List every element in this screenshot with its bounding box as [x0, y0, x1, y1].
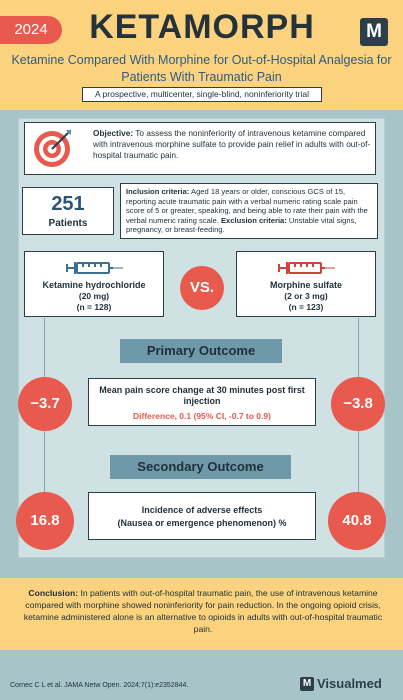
subtitle: Ketamine Compared With Morphine for Out-… [11, 53, 392, 84]
secondary-outcome-line1: Incidence of adverse effects [141, 505, 263, 515]
page-title: KETAMORPH [89, 8, 315, 46]
trial-type-label: A prospective, multicenter, single-blind… [82, 87, 322, 102]
secondary-outcome-label: Secondary Outcome [110, 455, 291, 479]
primary-outcome-description: Mean pain score change at 30 minutes pos… [99, 385, 305, 406]
objective-body: To assess the noninferiority of intraven… [93, 128, 371, 160]
ketamine-dose: (20 mg) [78, 291, 110, 301]
ketamine-secondary-score: 16.8 [16, 492, 74, 550]
ketamine-primary-score: −3.7 [18, 377, 72, 431]
footer: Cornec C L et al. JAMA Netw Open. 2024;7… [0, 650, 403, 700]
primary-outcome-box: Mean pain score change at 30 minutes pos… [88, 378, 316, 426]
secondary-outcome-line2: (Nausea or emergence phenomenon) % [117, 518, 287, 528]
inclusion-text: Aged 18 years or older, conscious GCS of… [126, 187, 368, 225]
conclusion-label: Conclusion: [28, 588, 79, 598]
target-icon [34, 130, 71, 167]
conclusion-box: Conclusion: In patients with out-of-hosp… [0, 578, 403, 650]
primary-difference: Difference, 0.1 (95% CI, -0.7 to 0.9) [133, 411, 271, 421]
objective-text: Objective: To assess the noninferiority … [93, 128, 371, 161]
morphine-primary-score: −3.8 [331, 377, 385, 431]
criteria-text: Inclusion criteria: Aged 18 years or old… [126, 187, 374, 235]
conclusion-body: In patients with out-of-hospital traumat… [23, 588, 383, 634]
objective-label: Objective: [93, 128, 134, 138]
primary-outcome-label: Primary Outcome [120, 339, 282, 363]
objective-box: Objective: To assess the noninferiority … [24, 122, 376, 175]
morphine-arm-box: Morphine sulfate (2 or 3 mg) (n = 123) [236, 251, 376, 317]
ketamine-n: (n = 128) [76, 302, 112, 312]
criteria-box: Inclusion criteria: Aged 18 years or old… [120, 183, 378, 239]
secondary-outcome-box: Incidence of adverse effects (Nausea or … [88, 492, 316, 540]
morphine-n: (n = 123) [288, 302, 324, 312]
citation: Cornec C L et al. JAMA Netw Open. 2024;7… [10, 682, 189, 689]
patients-box: 251 Patients [22, 187, 114, 235]
year-badge: 2024 [0, 16, 62, 44]
syringe-icon [66, 262, 123, 274]
brand-name: Visualmed [317, 676, 382, 691]
exclusion-text: Unstable vital signs, pregnancy, or brea… [126, 215, 357, 235]
conclusion-text: Conclusion: In patients with out-of-hosp… [14, 587, 392, 635]
ketamine-name: Ketamine hydrochloride [42, 280, 146, 290]
patients-count: 251 [51, 193, 85, 215]
morphine-name: Morphine sulfate [269, 280, 342, 290]
ketamine-arm-box: Ketamine hydrochloride (20 mg) (n = 128) [24, 251, 164, 317]
exclusion-label: Exclusion criteria: [220, 215, 287, 225]
morphine-secondary-score: 40.8 [328, 492, 386, 550]
vs-badge: VS. [180, 266, 224, 310]
syringe-icon [278, 262, 335, 274]
brand-logo: M [300, 677, 314, 691]
patients-label: Patients [48, 218, 88, 229]
morphine-dose: (2 or 3 mg) [284, 291, 328, 301]
header: 2024 KETAMORPH M Ketamine Compared With … [0, 0, 403, 110]
inclusion-label: Inclusion criteria: [126, 187, 190, 196]
logo: M [360, 18, 388, 46]
